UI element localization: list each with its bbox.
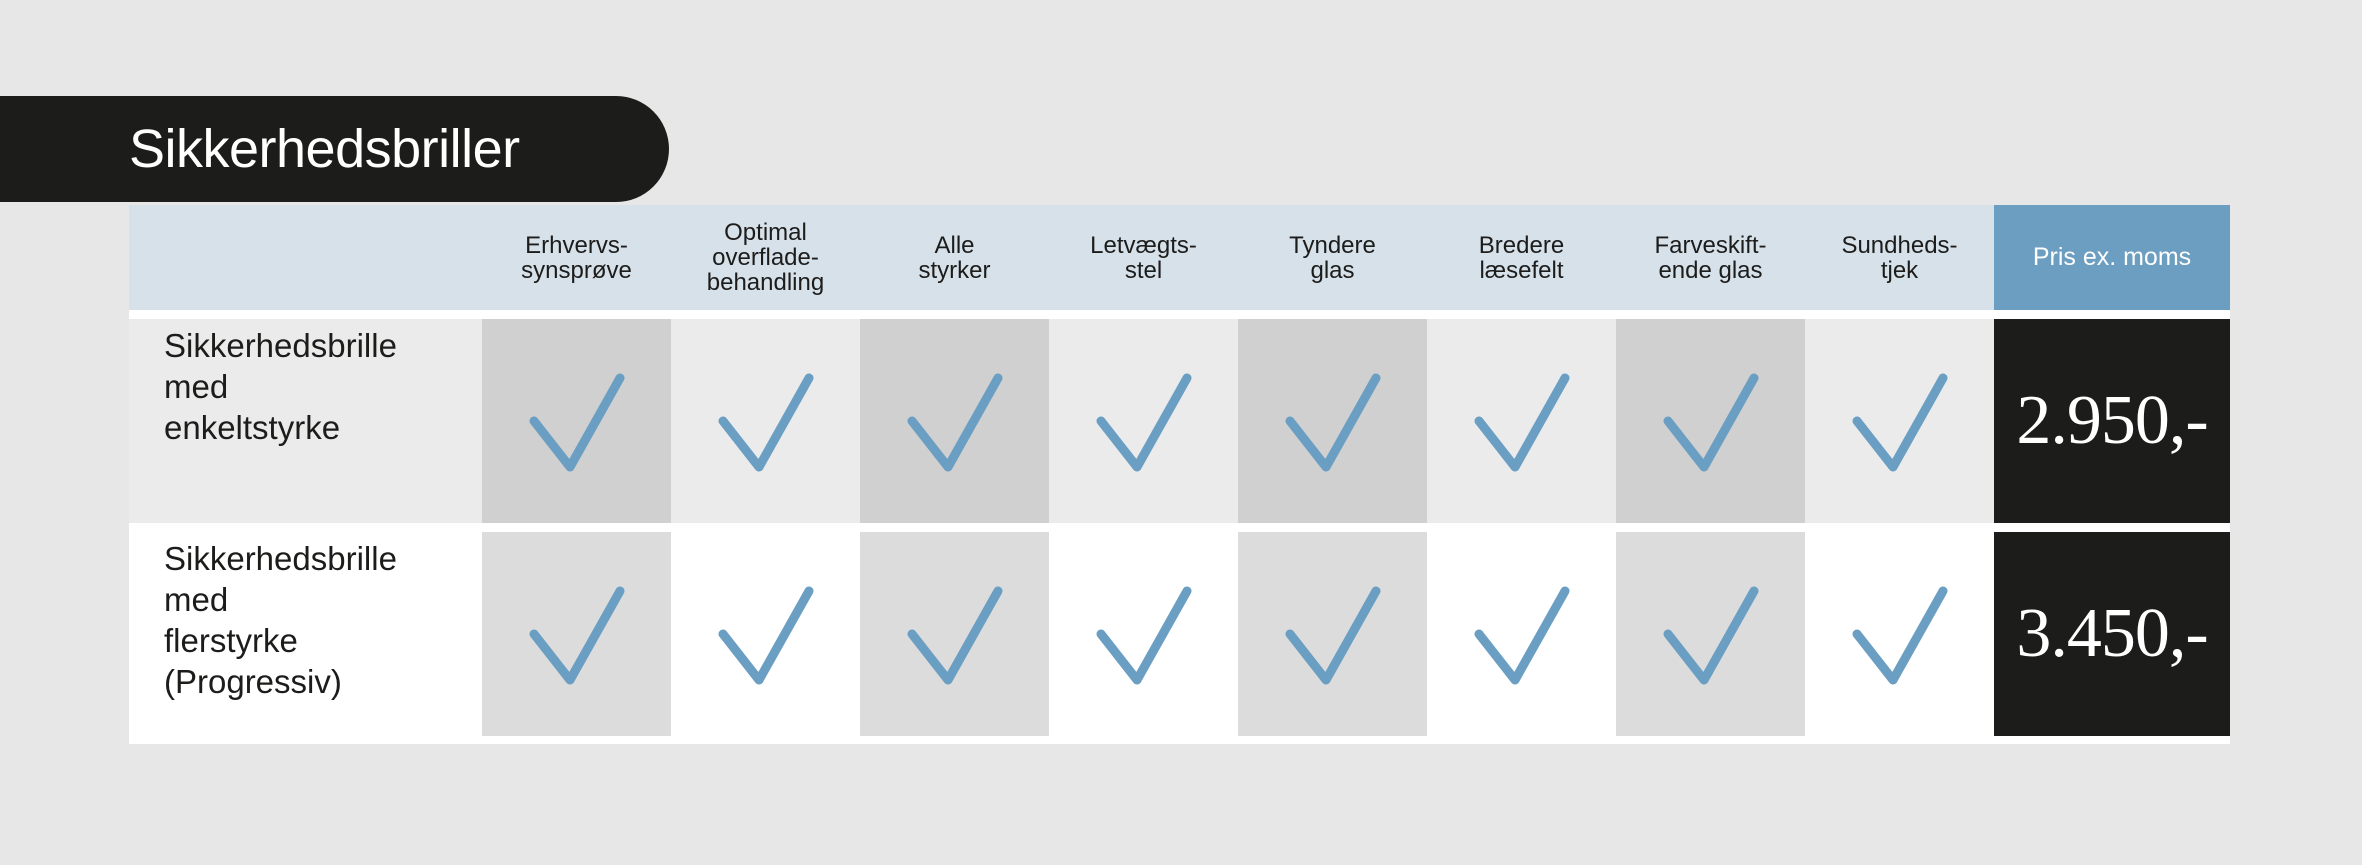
checkmark-icon bbox=[907, 373, 1003, 472]
comparison-table: Erhvervs- synsprøve Optimal overflade- be… bbox=[129, 205, 2230, 744]
feature-cell bbox=[1049, 319, 1238, 523]
checkmark-icon bbox=[1285, 586, 1381, 685]
column-header: Tyndere glas bbox=[1289, 231, 1376, 284]
feature-cell bbox=[482, 532, 671, 736]
table-row: Sikkerhedsbrille med enkeltstyrke bbox=[129, 319, 1994, 523]
column-header: Bredere læsefelt bbox=[1478, 231, 1565, 284]
column-header: Alle styrker bbox=[918, 231, 991, 284]
row-label-line: Sikkerhedsbrille bbox=[164, 327, 397, 364]
checkmark-icon bbox=[907, 586, 1003, 685]
price-value: 2.950,- bbox=[1994, 319, 2230, 523]
row-label-line: flerstyrke bbox=[164, 622, 298, 659]
checkmark-icon bbox=[1852, 373, 1948, 472]
feature-cell bbox=[860, 532, 1049, 736]
feature-cell bbox=[860, 319, 1049, 523]
page-title: Sikkerhedsbriller bbox=[129, 119, 520, 179]
feature-cell bbox=[1238, 532, 1427, 736]
column-header: Erhvervs- synsprøve bbox=[521, 231, 632, 284]
checkmark-icon bbox=[1474, 373, 1570, 472]
checkmark-icon bbox=[1474, 586, 1570, 685]
feature-cell bbox=[1616, 319, 1805, 523]
feature-cell bbox=[1427, 319, 1616, 523]
row-label-line: Sikkerhedsbrille bbox=[164, 540, 397, 577]
checkmark-icon bbox=[1852, 586, 1948, 685]
feature-cell bbox=[1616, 532, 1805, 736]
table-row: Sikkerhedsbrille med flerstyrke (Progressiv… bbox=[129, 532, 1994, 736]
feature-cell bbox=[1805, 319, 1994, 523]
checkmark-icon bbox=[529, 373, 625, 472]
row-label: Sikkerhedsbrille med enkeltstyrke bbox=[164, 325, 474, 448]
row-subtitle: (Progressiv) bbox=[164, 663, 342, 700]
checkmark-icon bbox=[718, 586, 814, 685]
feature-cell bbox=[1238, 319, 1427, 523]
row-label-line: enkeltstyrke bbox=[164, 409, 341, 446]
feature-cell bbox=[671, 532, 860, 736]
checkmark-icon bbox=[1663, 586, 1759, 685]
column-header: Farveskift- ende glas bbox=[1654, 231, 1767, 284]
feature-cell bbox=[1805, 532, 1994, 736]
checkmark-icon bbox=[1096, 586, 1192, 685]
checkmark-icon bbox=[1285, 373, 1381, 472]
checkmark-icon bbox=[718, 373, 814, 472]
row-label-line: med bbox=[164, 368, 229, 405]
row-label-line: med bbox=[164, 581, 229, 618]
title-banner: Sikkerhedsbriller bbox=[0, 96, 669, 202]
price-value: 3.450,- bbox=[1994, 532, 2230, 736]
feature-cell bbox=[1427, 532, 1616, 736]
checkmark-icon bbox=[529, 586, 625, 685]
table-header: Erhvervs- synsprøve Optimal overflade- be… bbox=[129, 205, 1994, 310]
column-header: Optimal overflade- behandling bbox=[706, 219, 825, 296]
checkmark-icon bbox=[1663, 373, 1759, 472]
price-header: Pris ex. moms bbox=[1994, 205, 2230, 310]
column-header: Letvægts- stel bbox=[1090, 231, 1197, 284]
feature-cell bbox=[482, 319, 671, 523]
row-label: Sikkerhedsbrille med flerstyrke (Progressiv… bbox=[164, 538, 474, 702]
column-header: Sundheds- tjek bbox=[1841, 231, 1958, 284]
feature-cell bbox=[671, 319, 860, 523]
feature-cell bbox=[1049, 532, 1238, 736]
checkmark-icon bbox=[1096, 373, 1192, 472]
